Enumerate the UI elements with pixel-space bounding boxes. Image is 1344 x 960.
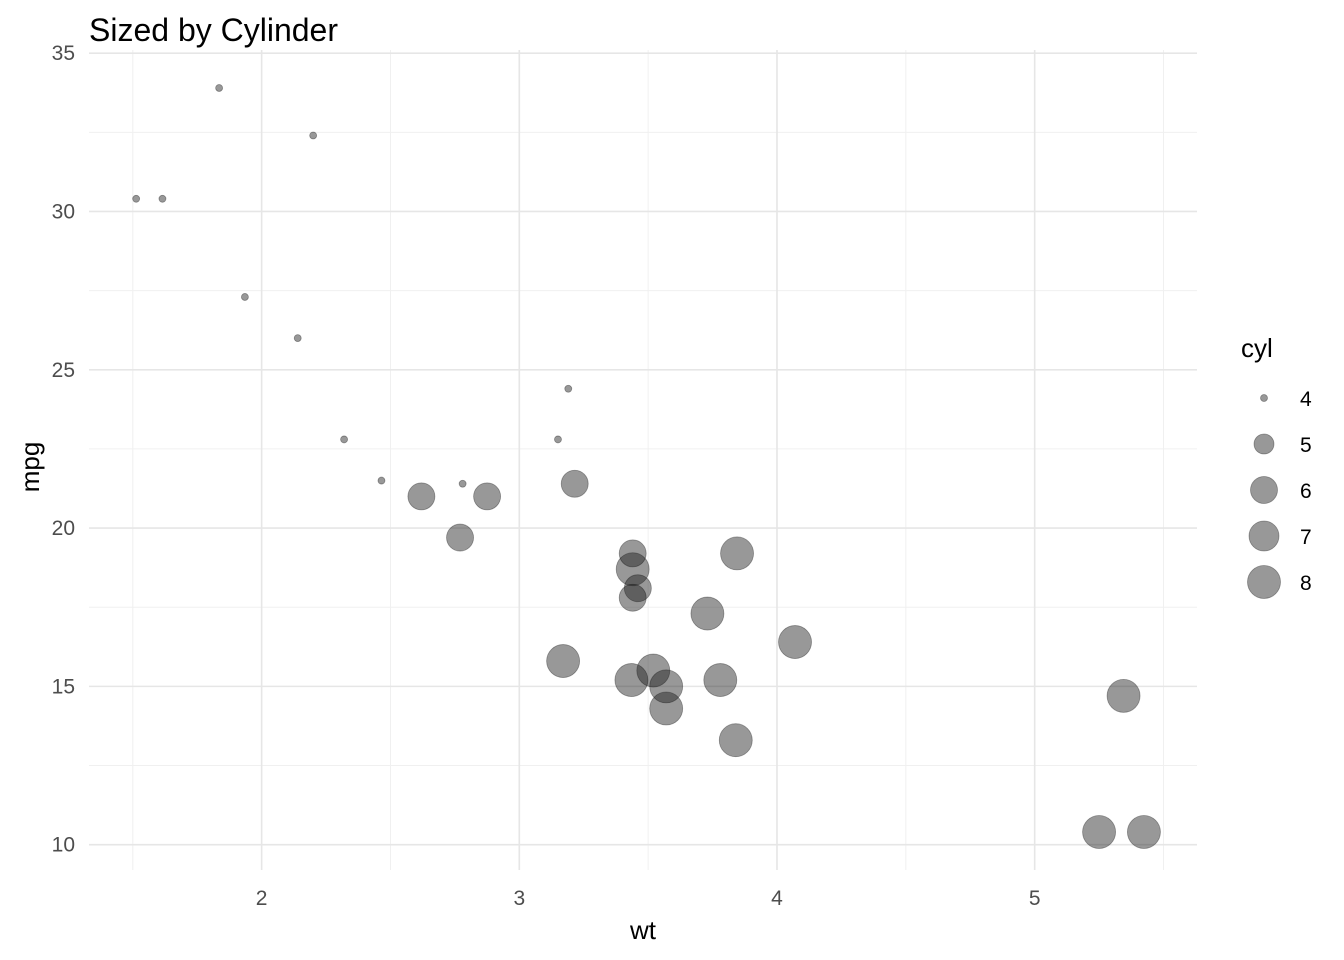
data-point — [778, 625, 812, 659]
data-point — [473, 482, 502, 511]
legend: 4 5 6 7 8 — [1247, 388, 1312, 599]
data-point — [215, 84, 224, 92]
data-point — [377, 476, 386, 485]
legend-key-point — [1248, 520, 1280, 552]
data-point — [158, 194, 167, 203]
legend-key-point — [1247, 565, 1281, 599]
x-axis-title: wt — [629, 915, 657, 945]
legend-key-point — [1250, 476, 1278, 504]
data-point — [340, 435, 348, 444]
x-tick-label: 3 — [513, 887, 525, 910]
data-point — [615, 552, 650, 587]
legend-label: 4 — [1300, 388, 1312, 411]
legend-label: 7 — [1300, 526, 1312, 549]
x-tick-label: 4 — [771, 887, 783, 910]
x-tick-label: 2 — [256, 887, 268, 910]
data-point — [293, 334, 302, 343]
data-point — [560, 469, 589, 498]
data-point — [618, 583, 647, 612]
tick-labels: 2 3 4 5 10 15 20 25 30 35 — [52, 42, 1041, 910]
data-point — [614, 663, 649, 697]
data-point — [1127, 815, 1161, 849]
data-point — [1082, 815, 1116, 849]
legend-label: 8 — [1300, 572, 1312, 595]
y-tick-label: 10 — [52, 834, 75, 857]
data-point — [458, 479, 467, 488]
legend-label: 6 — [1300, 480, 1312, 503]
chart-title: Sized by Cylinder — [89, 12, 338, 48]
data-point — [718, 723, 753, 758]
y-tick-label: 30 — [52, 200, 75, 223]
data-point — [309, 131, 318, 140]
y-tick-label: 25 — [52, 359, 75, 382]
data-point — [649, 669, 684, 704]
data-point — [649, 691, 684, 726]
data-point — [636, 653, 671, 688]
data-point — [720, 536, 754, 571]
grid-lines — [89, 50, 1197, 870]
legend-key-point — [1260, 394, 1268, 402]
data-point — [554, 435, 562, 444]
data-point — [132, 194, 141, 203]
legend-title: cyl — [1241, 333, 1273, 363]
x-tick-label: 5 — [1029, 887, 1041, 910]
y-tick-label: 35 — [52, 42, 75, 65]
data-point — [690, 596, 725, 631]
data-point — [1106, 678, 1141, 713]
data-point — [546, 644, 581, 678]
data-point — [564, 384, 573, 393]
y-tick-label: 15 — [52, 675, 75, 698]
data-point — [703, 663, 738, 697]
data-points — [132, 84, 1161, 849]
data-point — [623, 574, 652, 603]
data-point — [618, 539, 647, 568]
y-tick-label: 20 — [52, 517, 75, 540]
data-point — [407, 482, 436, 511]
legend-key-point — [1253, 433, 1275, 455]
data-point — [446, 523, 474, 552]
y-axis-title: mpg — [15, 442, 45, 493]
legend-label: 5 — [1300, 434, 1312, 457]
data-point — [240, 293, 249, 301]
